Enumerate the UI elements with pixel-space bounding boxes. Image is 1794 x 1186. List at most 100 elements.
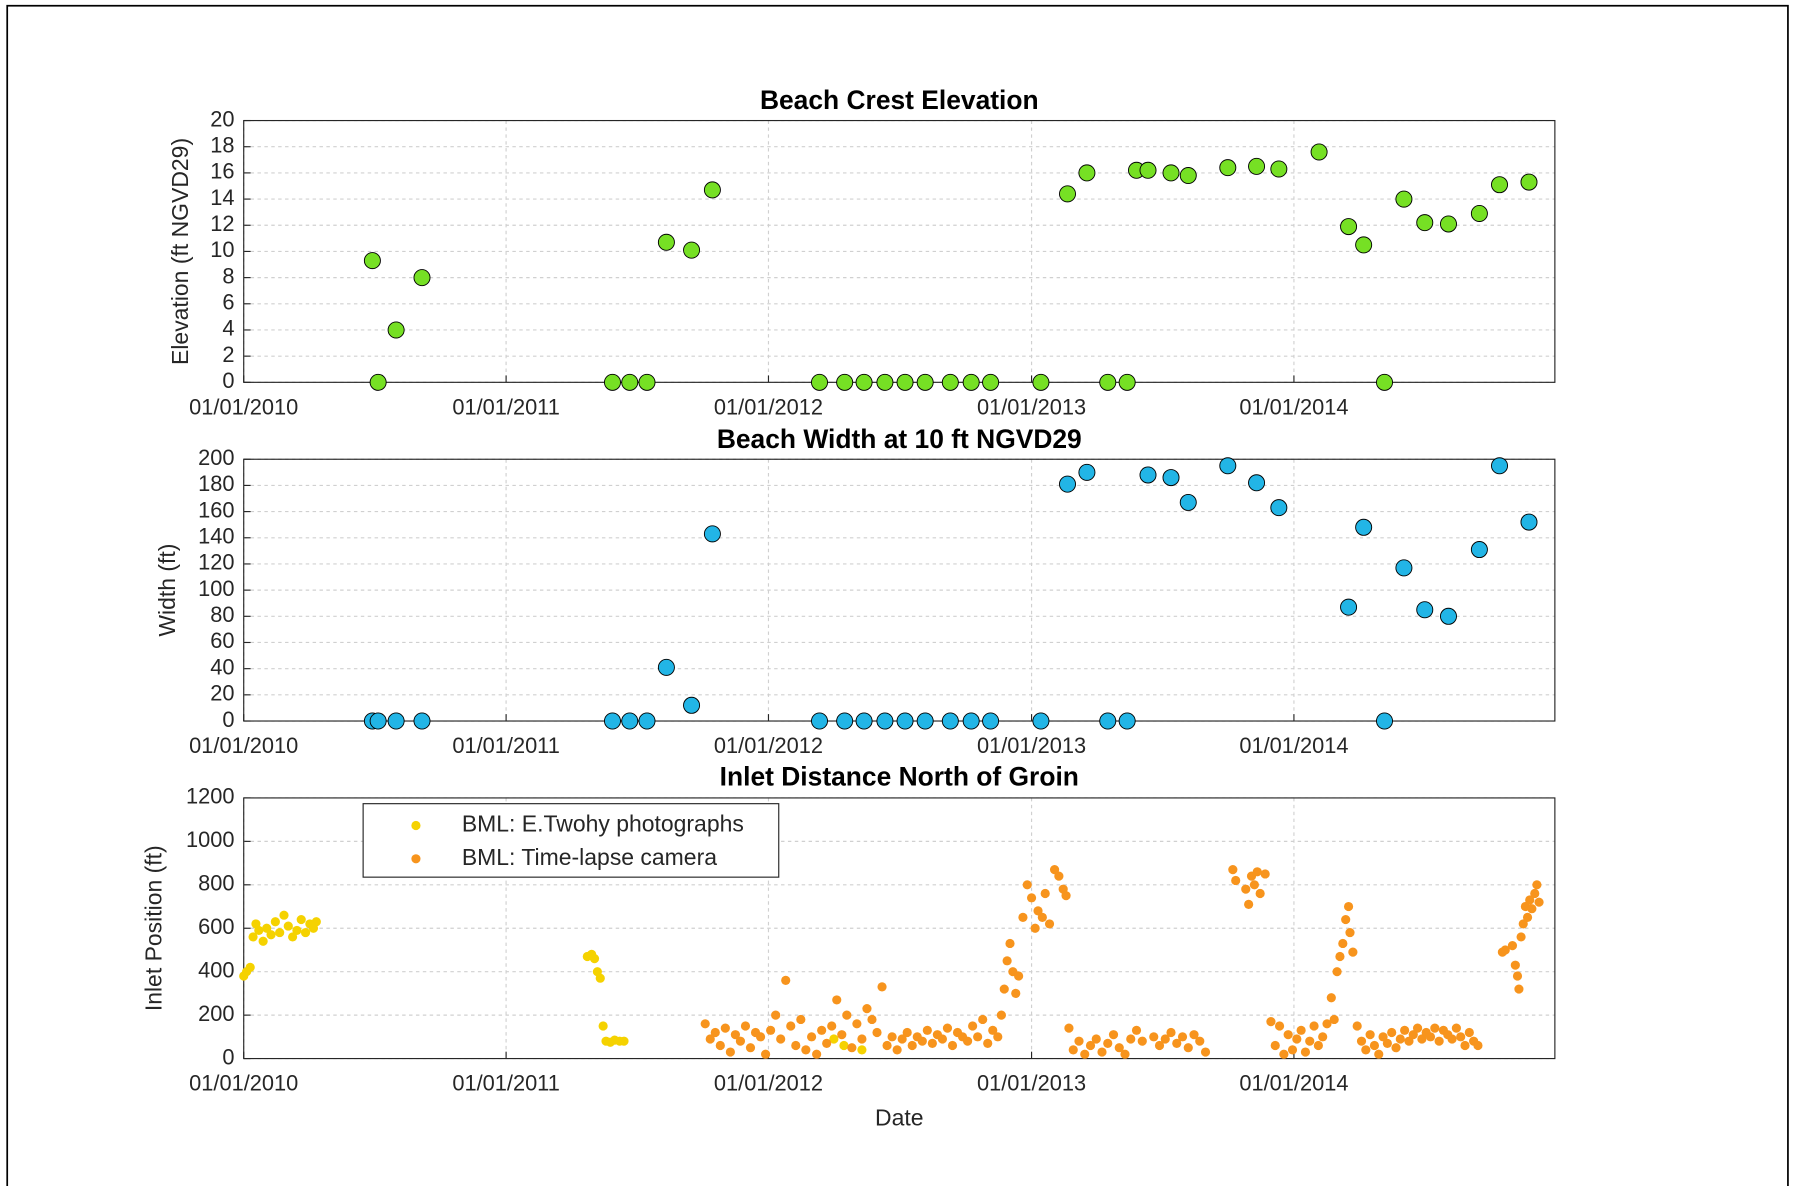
point bbox=[1322, 1019, 1332, 1029]
point bbox=[245, 962, 255, 972]
point bbox=[1270, 499, 1288, 517]
legend-label: BML: Time-lapse camera bbox=[462, 844, 717, 870]
point bbox=[703, 525, 721, 543]
point bbox=[1355, 518, 1373, 536]
point bbox=[1451, 1023, 1461, 1033]
point bbox=[1054, 871, 1064, 881]
point bbox=[1332, 967, 1342, 977]
y-tick-label: 400 bbox=[198, 957, 234, 982]
point bbox=[1335, 951, 1345, 962]
point bbox=[807, 1032, 817, 1042]
point bbox=[1091, 1034, 1101, 1044]
x-tick-label: 01/01/2012 bbox=[714, 1071, 823, 1096]
point bbox=[1044, 919, 1055, 929]
point bbox=[1103, 1038, 1113, 1048]
point bbox=[1080, 1049, 1090, 1059]
legend-box bbox=[362, 803, 780, 878]
x-tick-label: 01/01/2014 bbox=[1239, 733, 1348, 758]
point bbox=[296, 914, 306, 925]
point bbox=[1059, 185, 1076, 203]
x-tick-label: 01/01/2014 bbox=[1239, 394, 1348, 419]
point bbox=[1395, 1034, 1405, 1044]
y-tick-label: 14 bbox=[210, 185, 234, 210]
y-tick-label: 20 bbox=[210, 106, 234, 131]
point bbox=[1172, 1038, 1182, 1048]
point bbox=[1195, 1036, 1205, 1046]
point bbox=[1395, 190, 1413, 208]
point bbox=[1126, 1034, 1136, 1044]
point bbox=[1514, 984, 1524, 994]
point bbox=[1313, 1040, 1323, 1051]
point bbox=[254, 925, 264, 936]
point bbox=[892, 1045, 902, 1055]
y-tick-label: 2 bbox=[222, 342, 234, 367]
point bbox=[973, 1032, 983, 1042]
point bbox=[978, 1014, 988, 1025]
point bbox=[771, 1010, 781, 1020]
chart-title: Beach Width at 10 ft NGVD29 bbox=[717, 424, 1082, 454]
point bbox=[1522, 912, 1533, 922]
point bbox=[1464, 1027, 1474, 1038]
point bbox=[740, 1021, 751, 1031]
chart-title: Beach Crest Elevation bbox=[760, 85, 1039, 115]
point bbox=[700, 1019, 710, 1029]
point bbox=[1534, 897, 1544, 907]
point bbox=[292, 925, 302, 936]
y-tick-label: 80 bbox=[210, 602, 234, 627]
point bbox=[725, 1047, 735, 1057]
point bbox=[657, 658, 675, 676]
point bbox=[1395, 559, 1413, 577]
x-tick-label: 01/01/2012 bbox=[714, 733, 823, 758]
point bbox=[786, 1021, 796, 1031]
point bbox=[1369, 1040, 1380, 1051]
point bbox=[812, 1049, 822, 1059]
point bbox=[715, 1040, 725, 1051]
point bbox=[1341, 914, 1351, 925]
point bbox=[1160, 1034, 1170, 1044]
point bbox=[1270, 160, 1288, 178]
point bbox=[982, 373, 1000, 391]
point bbox=[876, 712, 894, 730]
point bbox=[703, 181, 721, 199]
y-tick-label: 200 bbox=[198, 445, 234, 470]
point bbox=[1099, 373, 1117, 391]
point bbox=[867, 1014, 877, 1025]
x-tick-label: 01/01/2010 bbox=[189, 733, 298, 758]
point bbox=[589, 954, 600, 964]
point bbox=[710, 1027, 720, 1038]
point bbox=[1500, 945, 1510, 955]
point bbox=[1249, 880, 1259, 890]
point bbox=[836, 712, 854, 730]
point bbox=[1416, 601, 1434, 619]
point bbox=[1255, 888, 1265, 899]
point bbox=[1382, 1038, 1392, 1048]
point bbox=[1061, 891, 1071, 901]
point bbox=[1011, 988, 1021, 998]
point bbox=[1241, 884, 1251, 894]
y-tick-label: 120 bbox=[198, 550, 234, 575]
point bbox=[1387, 1027, 1397, 1038]
point bbox=[876, 373, 894, 391]
point bbox=[598, 1021, 608, 1031]
point bbox=[862, 1004, 872, 1014]
point bbox=[766, 1025, 776, 1035]
point bbox=[832, 995, 842, 1005]
point bbox=[941, 373, 959, 391]
point bbox=[1516, 932, 1526, 942]
y-tick-label: 800 bbox=[198, 871, 234, 896]
point bbox=[1189, 1030, 1199, 1040]
x-axis-label: Date bbox=[875, 1104, 923, 1130]
point bbox=[387, 712, 405, 730]
point bbox=[811, 712, 829, 730]
point bbox=[947, 1040, 958, 1051]
point bbox=[1355, 236, 1373, 254]
point bbox=[1120, 1049, 1130, 1059]
point bbox=[603, 712, 621, 730]
point bbox=[1014, 971, 1024, 981]
point bbox=[283, 921, 293, 931]
point bbox=[829, 1034, 839, 1044]
point bbox=[827, 1021, 837, 1031]
point bbox=[942, 1023, 953, 1033]
point bbox=[837, 1030, 847, 1040]
